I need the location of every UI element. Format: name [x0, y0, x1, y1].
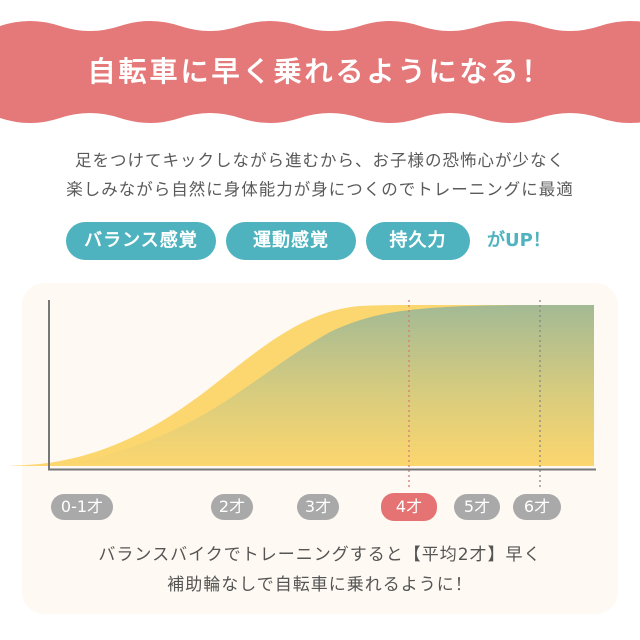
skill-pill-stamina: 持久力 [366, 222, 470, 260]
age-label-2: 2才 [211, 494, 253, 520]
skill-pill-balance: バランス感覚 [66, 222, 216, 260]
footer-text: バランスバイクでトレーニングすると【平均2才】早く 補助輪なしで自転車に乗れるよ… [0, 540, 640, 600]
description: 足をつけてキックしながら進むから、お子様の恐怖心が少なく 楽しみながら自然に身体… [0, 146, 640, 204]
description-line-2: 楽しみながら自然に身体能力が身につくのでトレーニングに最適 [66, 180, 574, 199]
skill-pill-motor: 運動感覚 [226, 222, 356, 260]
footer-line-1: バランスバイクでトレーニングすると【平均2才】早く [98, 545, 542, 565]
description-line-1: 足をつけてキックしながら進むから、お子様の恐怖心が少なく [75, 151, 565, 170]
normal-curve-area [49, 305, 594, 466]
age-label-4-highlight: 4才 [381, 493, 437, 521]
skills-suffix: がUP！ [487, 230, 551, 251]
footer-line-2: 補助輪なしで自転車に乗れるように！ [167, 575, 473, 595]
age-label-5: 5才 [454, 494, 500, 520]
age-label-0-1: 0-1才 [51, 494, 113, 520]
age-label-6: 6才 [513, 494, 561, 520]
age-label-3: 3才 [297, 494, 339, 520]
banner-title: 自転車に早く乗れるようになる！ [87, 55, 553, 88]
banner-background [0, 21, 640, 123]
